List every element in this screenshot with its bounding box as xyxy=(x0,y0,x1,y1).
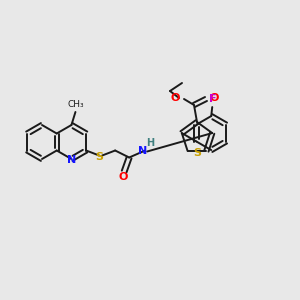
Text: CH₃: CH₃ xyxy=(67,100,84,109)
Text: S: S xyxy=(193,148,201,158)
Text: N: N xyxy=(67,155,76,165)
Text: H: H xyxy=(146,139,154,148)
Text: O: O xyxy=(171,93,180,103)
Text: N: N xyxy=(137,146,147,157)
Text: F: F xyxy=(209,94,217,104)
Text: S: S xyxy=(95,152,103,163)
Text: O: O xyxy=(209,93,218,103)
Text: O: O xyxy=(118,172,128,182)
